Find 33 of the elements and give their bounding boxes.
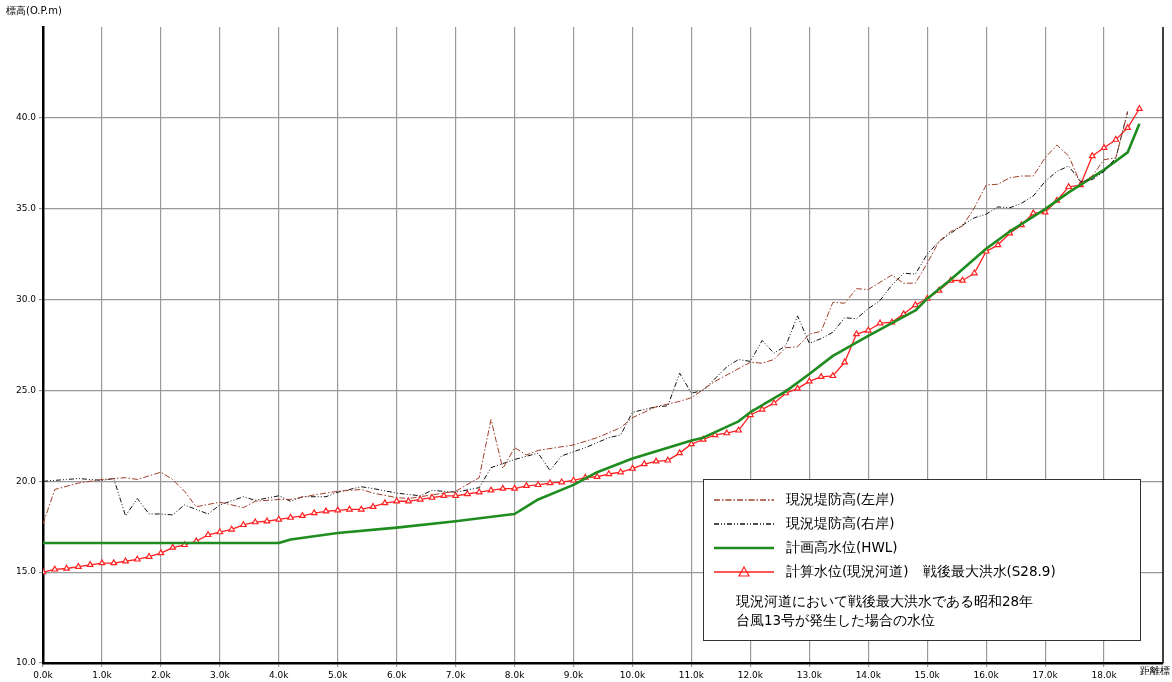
y-tick-label: 15.0 [15, 566, 37, 577]
y-tick-label: 40.0 [15, 112, 37, 123]
x-tick-label: 6.0k [386, 669, 408, 680]
y-tick-label: 20.0 [15, 475, 37, 486]
legend-label: 現況堤防高(右岸) [786, 515, 895, 533]
y-tick-label: 25.0 [15, 384, 37, 395]
x-tick-label: 3.0k [210, 669, 231, 680]
x-tick-label: 1.0k [92, 669, 113, 680]
x-tick-label: 13.0k [796, 669, 823, 680]
x-tick-label: 18.0k [1091, 669, 1118, 680]
x-tick-label: 17.0k [1032, 669, 1059, 680]
x-axis-title: 距離標 [1140, 664, 1170, 678]
x-tick-label: 4.0k [269, 669, 290, 680]
y-tick-label: 35.0 [15, 203, 37, 214]
y-axis-title: 標高(O.P.m) [6, 4, 62, 18]
x-tick-label: 9.0k [563, 669, 585, 680]
x-tick-label: 16.0k [973, 669, 1000, 680]
legend-label: 計算水位(現況河道) 戦後最大洪水(S28.9) [786, 563, 1056, 581]
legend-label: 現況堤防高(左岸) [786, 491, 895, 509]
annotation: 現況河道において戦後最大洪水である昭和28年台風13号が発生した場合の水位 [736, 592, 1035, 630]
x-tick-label: 14.0k [855, 669, 882, 680]
x-tick-label: 2.0k [151, 669, 172, 680]
x-tick-label: 0.0k [33, 669, 54, 680]
x-tick-label: 11.0k [678, 669, 705, 680]
x-tick-label: 12.0k [737, 669, 764, 680]
x-tick-label: 5.0k [327, 669, 349, 680]
x-tick-label: 10.0k [619, 669, 646, 680]
x-tick-label: 7.0k [445, 669, 467, 680]
y-tick-label: 10.0 [15, 657, 37, 668]
legend-label: 計画高水位(HWL) [786, 539, 898, 557]
x-tick-label: 15.0k [914, 669, 941, 680]
x-tick-label: 8.0k [504, 669, 526, 680]
y-tick-label: 30.0 [15, 293, 37, 304]
